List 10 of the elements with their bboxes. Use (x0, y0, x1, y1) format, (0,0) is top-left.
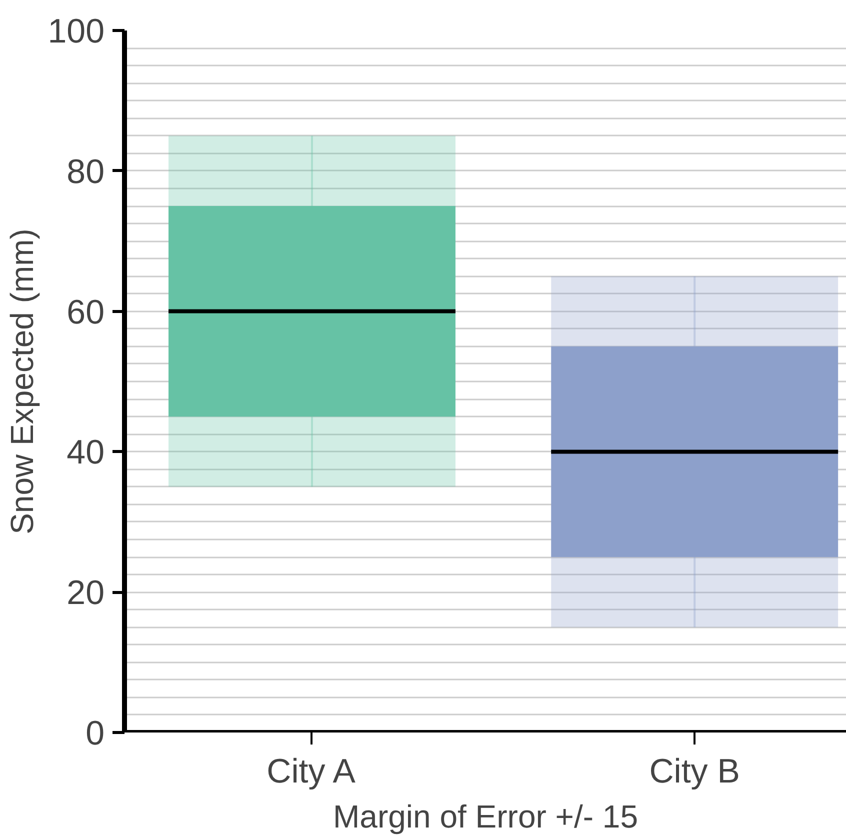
x-axis-title: Margin of Error +/- 15 (333, 798, 638, 834)
y-tick-label: 60 (66, 293, 105, 332)
y-tick-label: 100 (48, 12, 105, 50)
y-axis-title: Snow Expected (mm) (4, 228, 40, 534)
y-tick-label: 40 (66, 434, 105, 472)
x-tick-label: City B (649, 752, 740, 790)
y-tick-label: 80 (66, 152, 105, 191)
y-tick-label: 0 (86, 714, 105, 752)
x-tick-label: City A (266, 752, 356, 790)
y-tick-label: 20 (66, 574, 105, 612)
